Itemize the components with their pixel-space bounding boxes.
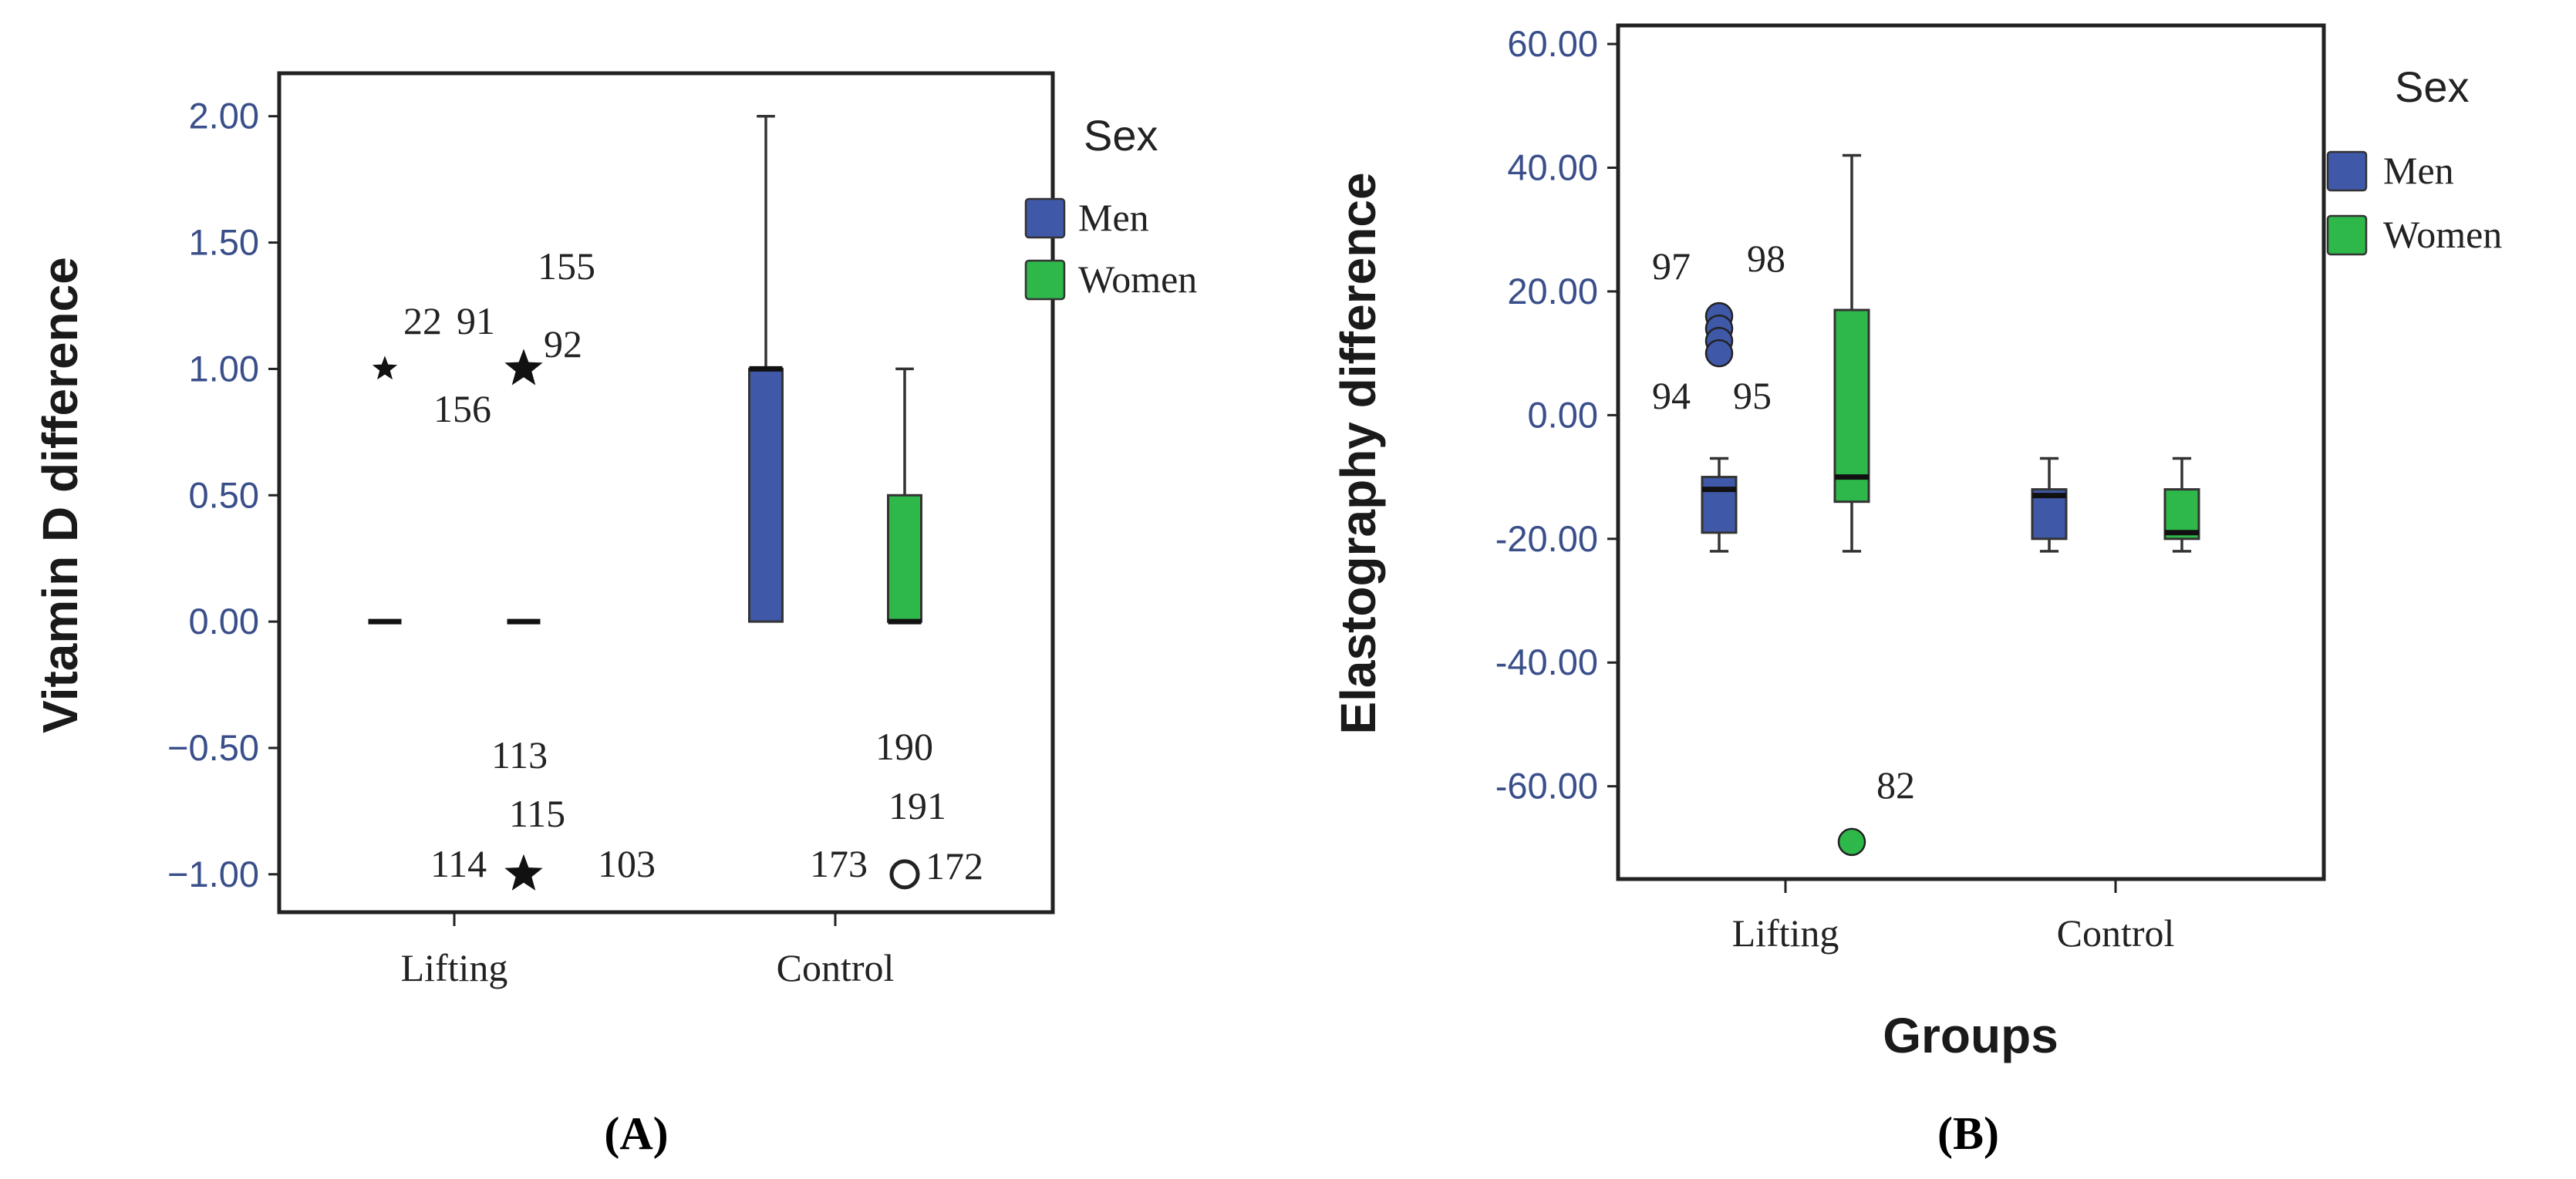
- case-label: 113: [491, 733, 548, 776]
- y-axis-title: Elastography difference: [1330, 172, 1386, 734]
- case-label: 94: [1652, 374, 1691, 417]
- box: [1833, 308, 1870, 504]
- x-category-label: Control: [777, 946, 895, 989]
- y-tick-label: 60.00: [1507, 23, 1598, 64]
- y-tick-label: 0.00: [189, 601, 259, 642]
- y-tick-label: −0.50: [167, 727, 259, 768]
- x-category-label: Lifting: [1732, 911, 1839, 955]
- outlier-star: [372, 355, 398, 380]
- outlier-star: [504, 854, 543, 891]
- case-label: 92: [544, 322, 582, 365]
- panel-label: (B): [1937, 1108, 1999, 1159]
- case-label: 114: [430, 842, 487, 885]
- legend-swatch: [1024, 197, 1066, 239]
- outlier-star: [504, 349, 543, 386]
- y-tick-label: -40.00: [1495, 642, 1598, 682]
- legend-label: Men: [2383, 149, 2454, 192]
- y-tick-label: -20.00: [1495, 518, 1598, 559]
- y-tick-label: 0.50: [189, 474, 259, 515]
- box: [887, 493, 922, 623]
- case-label: 190: [875, 725, 933, 768]
- legend-label: Women: [2383, 213, 2502, 256]
- y-tick-label: 1.50: [189, 222, 259, 263]
- case-label: 115: [509, 792, 565, 835]
- case-label: 82: [1876, 763, 1915, 807]
- outlier-circle: [1704, 339, 1734, 368]
- legend-title: Sex: [1084, 111, 1158, 160]
- legend-swatch: [1024, 259, 1066, 301]
- y-tick-label: 20.00: [1507, 271, 1598, 312]
- outlier-circle: [889, 859, 920, 890]
- x-category-label: Control: [2057, 911, 2175, 955]
- case-label: 156: [433, 387, 491, 430]
- legend-swatch: [2326, 150, 2368, 192]
- panel-label: (A): [604, 1108, 668, 1159]
- case-label: 155: [538, 244, 595, 288]
- case-label: 98: [1747, 237, 1785, 280]
- case-label: 191: [888, 784, 946, 827]
- x-axis-title: Groups: [1883, 1008, 2058, 1063]
- box: [748, 367, 784, 623]
- outlier-circle: [1837, 827, 1866, 857]
- y-tick-label: 0.00: [1528, 394, 1598, 435]
- plot-frame: [1616, 23, 2326, 881]
- legend-label: Men: [1078, 196, 1149, 239]
- case-label: 22: [403, 299, 442, 342]
- y-tick-label: 1.00: [189, 348, 259, 389]
- box: [1701, 476, 1738, 534]
- case-label: 95: [1733, 374, 1772, 417]
- legend-title: Sex: [2395, 62, 2470, 111]
- y-axis-title: Vitamin D difference: [32, 257, 88, 733]
- case-label: 173: [810, 842, 868, 885]
- plot-frame: [277, 71, 1055, 915]
- case-label: 91: [457, 299, 495, 342]
- y-tick-label: 40.00: [1507, 147, 1598, 188]
- case-label: 172: [926, 844, 983, 888]
- y-tick-label: −1.00: [167, 854, 259, 894]
- legend-swatch: [2326, 214, 2368, 256]
- y-tick-label: -60.00: [1495, 766, 1598, 807]
- case-label: 97: [1652, 244, 1691, 288]
- x-category-label: Lifting: [401, 946, 508, 989]
- y-tick-label: 2.00: [189, 96, 259, 136]
- legend-label: Women: [1078, 258, 1197, 301]
- case-label: 103: [598, 842, 656, 885]
